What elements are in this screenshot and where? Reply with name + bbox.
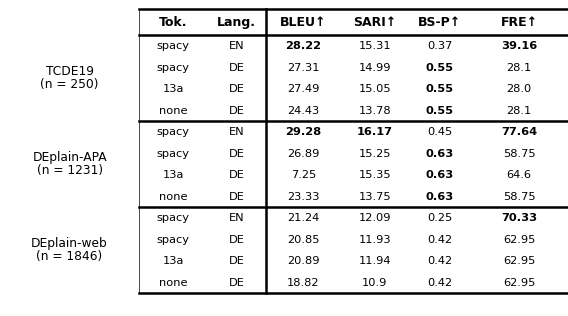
Text: 0.37: 0.37 <box>427 41 452 51</box>
Text: 15.25: 15.25 <box>358 149 391 159</box>
Text: 62.95: 62.95 <box>503 256 535 266</box>
Text: DE: DE <box>229 234 244 245</box>
Text: 16.17: 16.17 <box>357 127 393 137</box>
Text: DE: DE <box>229 63 244 73</box>
Text: DE: DE <box>229 191 244 202</box>
Text: DE: DE <box>229 277 244 288</box>
Text: 13.75: 13.75 <box>358 191 391 202</box>
Text: DE: DE <box>229 149 244 159</box>
Text: 20.89: 20.89 <box>287 256 320 266</box>
Text: 0.42: 0.42 <box>427 256 452 266</box>
Text: 11.93: 11.93 <box>358 234 391 245</box>
Text: spacy: spacy <box>157 149 190 159</box>
Text: DEplain-web: DEplain-web <box>31 237 108 250</box>
Text: DE: DE <box>229 170 244 180</box>
Text: spacy: spacy <box>157 127 190 137</box>
Text: SARI↑: SARI↑ <box>353 16 396 29</box>
Text: DEplain-APA: DEplain-APA <box>32 151 107 164</box>
Text: 58.75: 58.75 <box>503 191 536 202</box>
Text: 0.42: 0.42 <box>427 234 452 245</box>
Text: DE: DE <box>229 84 244 94</box>
Text: 26.89: 26.89 <box>287 149 319 159</box>
Text: spacy: spacy <box>157 213 190 223</box>
Text: FRE↑: FRE↑ <box>500 16 538 29</box>
Text: 21.24: 21.24 <box>287 213 319 223</box>
Text: 0.55: 0.55 <box>425 63 454 73</box>
Text: none: none <box>159 277 187 288</box>
Text: 24.43: 24.43 <box>287 106 319 116</box>
Text: (n = 250): (n = 250) <box>40 78 99 91</box>
Text: TCDE19: TCDE19 <box>45 65 94 78</box>
Text: DE: DE <box>229 256 244 266</box>
Text: 29.28: 29.28 <box>285 127 321 137</box>
Text: 13a: 13a <box>162 170 184 180</box>
Text: 28.22: 28.22 <box>285 41 321 51</box>
Text: 28.1: 28.1 <box>507 63 532 73</box>
Text: 39.16: 39.16 <box>501 41 537 51</box>
Text: Tok.: Tok. <box>159 16 187 29</box>
Text: 13a: 13a <box>162 84 184 94</box>
Text: 15.31: 15.31 <box>358 41 391 51</box>
Text: EN: EN <box>229 127 244 137</box>
Text: 0.55: 0.55 <box>425 84 454 94</box>
Text: 27.49: 27.49 <box>287 84 319 94</box>
Text: 62.95: 62.95 <box>503 234 535 245</box>
Text: EN: EN <box>229 41 244 51</box>
Text: 58.75: 58.75 <box>503 149 536 159</box>
Text: 0.55: 0.55 <box>425 106 454 116</box>
Text: 0.42: 0.42 <box>427 277 452 288</box>
Text: none: none <box>159 191 187 202</box>
Text: 13.78: 13.78 <box>358 106 391 116</box>
Text: BS-P↑: BS-P↑ <box>418 16 461 29</box>
Text: spacy: spacy <box>157 63 190 73</box>
Text: EN: EN <box>229 213 244 223</box>
Text: 10.9: 10.9 <box>362 277 387 288</box>
Text: 13a: 13a <box>162 256 184 266</box>
Text: 15.05: 15.05 <box>358 84 391 94</box>
Text: (n = 1846): (n = 1846) <box>36 250 103 263</box>
Text: 70.33: 70.33 <box>501 213 537 223</box>
Text: Lang.: Lang. <box>217 16 256 29</box>
Text: 77.64: 77.64 <box>501 127 537 137</box>
Text: 23.33: 23.33 <box>287 191 320 202</box>
Text: none: none <box>159 106 187 116</box>
Text: BLEU↑: BLEU↑ <box>280 16 327 29</box>
Text: 7.25: 7.25 <box>291 170 316 180</box>
Text: 28.1: 28.1 <box>507 106 532 116</box>
Text: 64.6: 64.6 <box>507 170 532 180</box>
Text: spacy: spacy <box>157 234 190 245</box>
Text: spacy: spacy <box>157 41 190 51</box>
Text: 28.0: 28.0 <box>507 84 532 94</box>
Text: 18.82: 18.82 <box>287 277 320 288</box>
Text: 0.63: 0.63 <box>425 149 454 159</box>
Text: 0.63: 0.63 <box>425 170 454 180</box>
Text: 15.35: 15.35 <box>358 170 391 180</box>
Text: 0.45: 0.45 <box>427 127 452 137</box>
Text: 0.25: 0.25 <box>427 213 452 223</box>
Text: 62.95: 62.95 <box>503 277 535 288</box>
Text: 14.99: 14.99 <box>358 63 391 73</box>
Text: DE: DE <box>229 106 244 116</box>
Text: 27.31: 27.31 <box>287 63 320 73</box>
Text: 12.09: 12.09 <box>358 213 391 223</box>
Text: (n = 1231): (n = 1231) <box>36 164 103 177</box>
Text: 11.94: 11.94 <box>358 256 391 266</box>
Text: 20.85: 20.85 <box>287 234 320 245</box>
Text: 0.63: 0.63 <box>425 191 454 202</box>
